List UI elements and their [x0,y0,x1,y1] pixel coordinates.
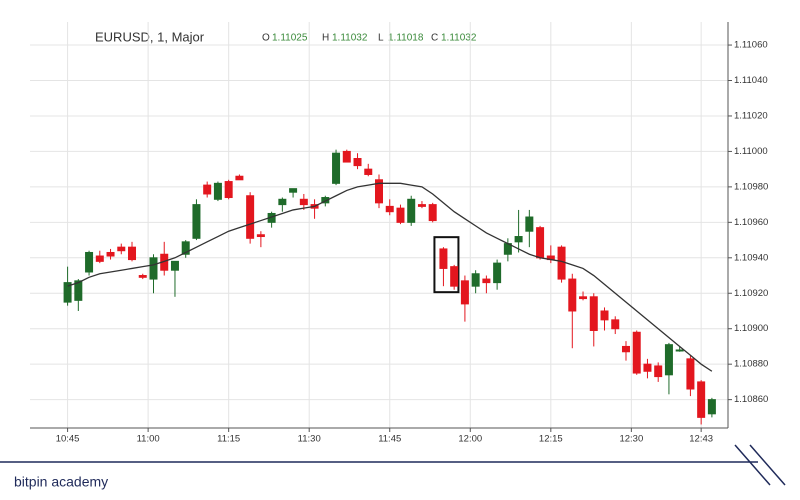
candle-body [514,236,523,243]
candle-body [235,175,244,181]
candle-body [417,204,426,207]
footer-slash [734,444,771,486]
candle-body [525,216,534,232]
y-tick-label: 1.10980 [734,181,768,192]
candle-body [375,179,383,204]
candle-body [63,282,72,303]
candle-body [471,273,480,287]
candle-body [213,182,222,200]
candle-body [353,158,362,167]
footer-slash [749,444,786,486]
legend-value: 1.11032 [441,33,477,44]
legend-value: 1.11025 [272,33,308,44]
x-tick-label: 11:00 [137,434,160,445]
candle-body [482,278,491,284]
candle-body [128,246,137,261]
candle-body [246,195,255,239]
candle-body [278,198,287,206]
y-tick-label: 1.10880 [734,359,768,370]
x-tick-label: 12:00 [458,434,482,445]
legend-key: H [322,33,329,44]
candle-body [654,365,663,378]
footer-text: bitpin academy [14,474,108,490]
x-tick-label: 12:15 [539,434,563,445]
candle-body [117,246,126,252]
chart-title: EURUSD, 1, Major [95,29,205,44]
x-tick-label: 11:30 [298,434,321,445]
y-tick-label: 1.10860 [734,394,768,405]
y-tick-label: 1.11000 [734,146,768,157]
candle-body [697,381,706,418]
candle-body [95,255,104,262]
candle-body [407,198,416,223]
y-tick-label: 1.11040 [734,75,768,86]
candle-body [149,257,158,280]
candle-body [643,363,652,372]
candle-body [579,296,588,300]
candle-body [299,198,308,206]
candle-body [568,278,577,312]
candle-body [621,345,630,353]
candle-body [536,227,545,259]
candle-body [364,168,373,175]
candle-body [224,181,233,199]
candle-body [138,275,147,278]
x-tick-label: 10:45 [56,434,80,445]
candle-body [611,319,620,330]
candle-body [632,331,641,374]
x-tick-label: 11:15 [217,434,240,445]
y-tick-label: 1.10920 [734,288,768,299]
candle-body [396,207,405,223]
candle-body [493,262,502,284]
candle-body [686,358,695,390]
candle-body [342,150,351,163]
candle-body [289,188,298,193]
y-tick-label: 1.11020 [734,110,768,121]
candle-body [385,205,394,213]
candle-body [707,399,716,415]
candle-body [321,197,330,204]
candle-body [675,349,684,352]
candle-body [106,251,115,257]
candle-body [439,248,448,269]
candle-body [170,260,179,271]
candle-body [181,241,190,255]
y-tick-label: 1.10960 [734,217,768,228]
x-tick-label: 12:30 [619,434,643,445]
legend-key: C [431,33,438,44]
candle-body [428,204,437,222]
candle-body [85,251,94,273]
candle-body [74,280,83,301]
x-tick-label: 12:43 [689,434,713,445]
legend-key: O [262,33,270,44]
x-tick-label: 11:45 [378,434,401,445]
candle-body [450,266,459,287]
y-tick-label: 1.10940 [734,252,768,263]
candle-body [557,246,566,280]
candle-body [589,296,598,331]
candle-body [203,184,212,195]
candle-body [256,234,265,238]
candle-body [664,344,673,376]
y-tick-label: 1.11060 [734,40,768,51]
legend-value: 1.11018 [388,33,424,44]
legend-value: 1.11032 [332,33,368,44]
highlight-box [433,236,460,294]
y-tick-label: 1.10900 [734,323,768,334]
candle-body [332,152,341,184]
candle-body [460,280,469,305]
legend-key: L [378,33,384,44]
moving-average-line [67,182,713,372]
candle-body [192,204,201,239]
candle-body [600,310,609,321]
